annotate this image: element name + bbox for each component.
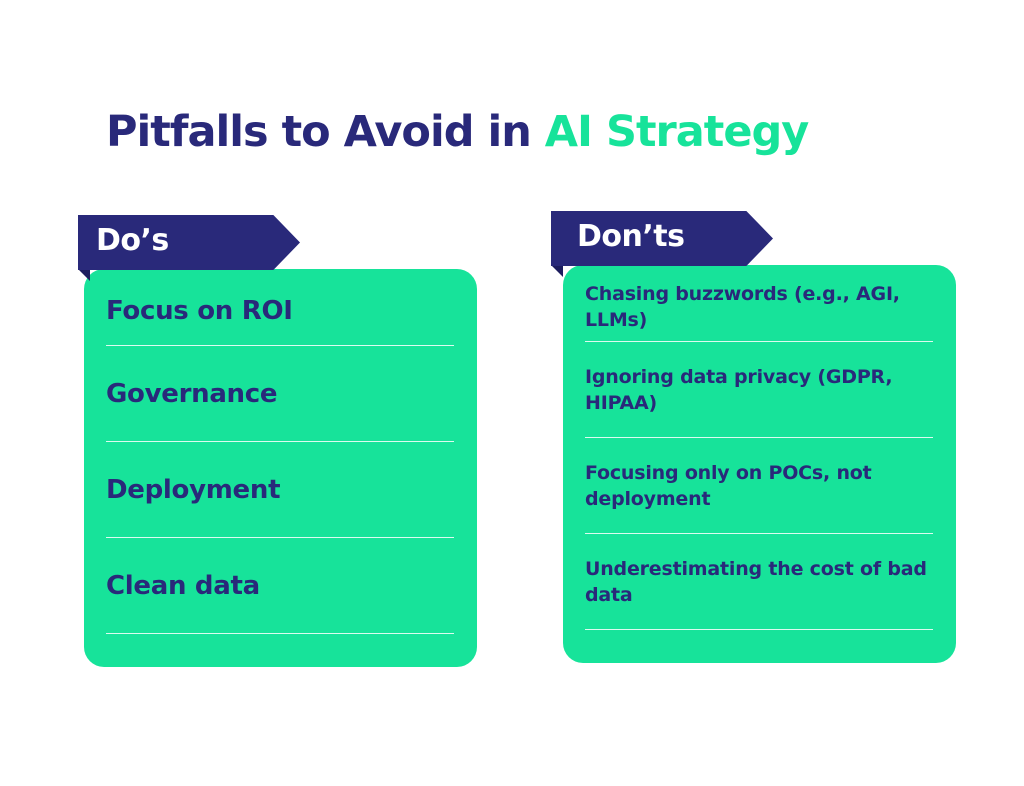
donts-item-text: Chasing buzzwords (e.g., AGI, LLMs) — [585, 283, 900, 331]
title-main: Pitfalls to Avoid in — [106, 107, 545, 157]
donts-item: Underestimating the cost of bad data — [585, 534, 933, 630]
donts-item: Focusing only on POCs, not deployment — [585, 438, 933, 534]
dos-item: Deployment — [106, 442, 454, 538]
donts-tab-fold — [551, 265, 563, 277]
donts-tab: Don’ts — [551, 211, 773, 266]
dos-item: Governance — [106, 346, 454, 442]
dos-item-text: Governance — [106, 378, 278, 409]
page-title: Pitfalls to Avoid in AI Strategy — [106, 102, 810, 162]
dos-item-text: Focus on ROI — [106, 296, 293, 326]
dos-tab-label: Do’s — [96, 223, 169, 258]
dos-item-text: Deployment — [106, 474, 281, 505]
dos-tab: Do’s — [78, 215, 300, 270]
donts-item: Ignoring data privacy (GDPR, HIPAA) — [585, 342, 933, 438]
donts-item-text: Ignoring data privacy (GDPR, HIPAA) — [585, 365, 893, 414]
title-accent: AI Strategy — [544, 107, 810, 157]
donts-item-text: Focusing only on POCs, not deployment — [585, 461, 872, 510]
dos-item-text: Clean data — [106, 570, 260, 601]
dos-card: Focus on ROI Governance Deployment Clean… — [84, 269, 477, 667]
donts-card: Chasing buzzwords (e.g., AGI, LLMs) Igno… — [563, 265, 956, 663]
donts-item-text: Underestimating the cost of bad data — [585, 557, 927, 606]
dos-item: Focus on ROI — [106, 277, 454, 346]
donts-tab-label: Don’ts — [577, 219, 685, 254]
dos-item: Clean data — [106, 538, 454, 634]
donts-item: Chasing buzzwords (e.g., AGI, LLMs) — [585, 273, 933, 342]
